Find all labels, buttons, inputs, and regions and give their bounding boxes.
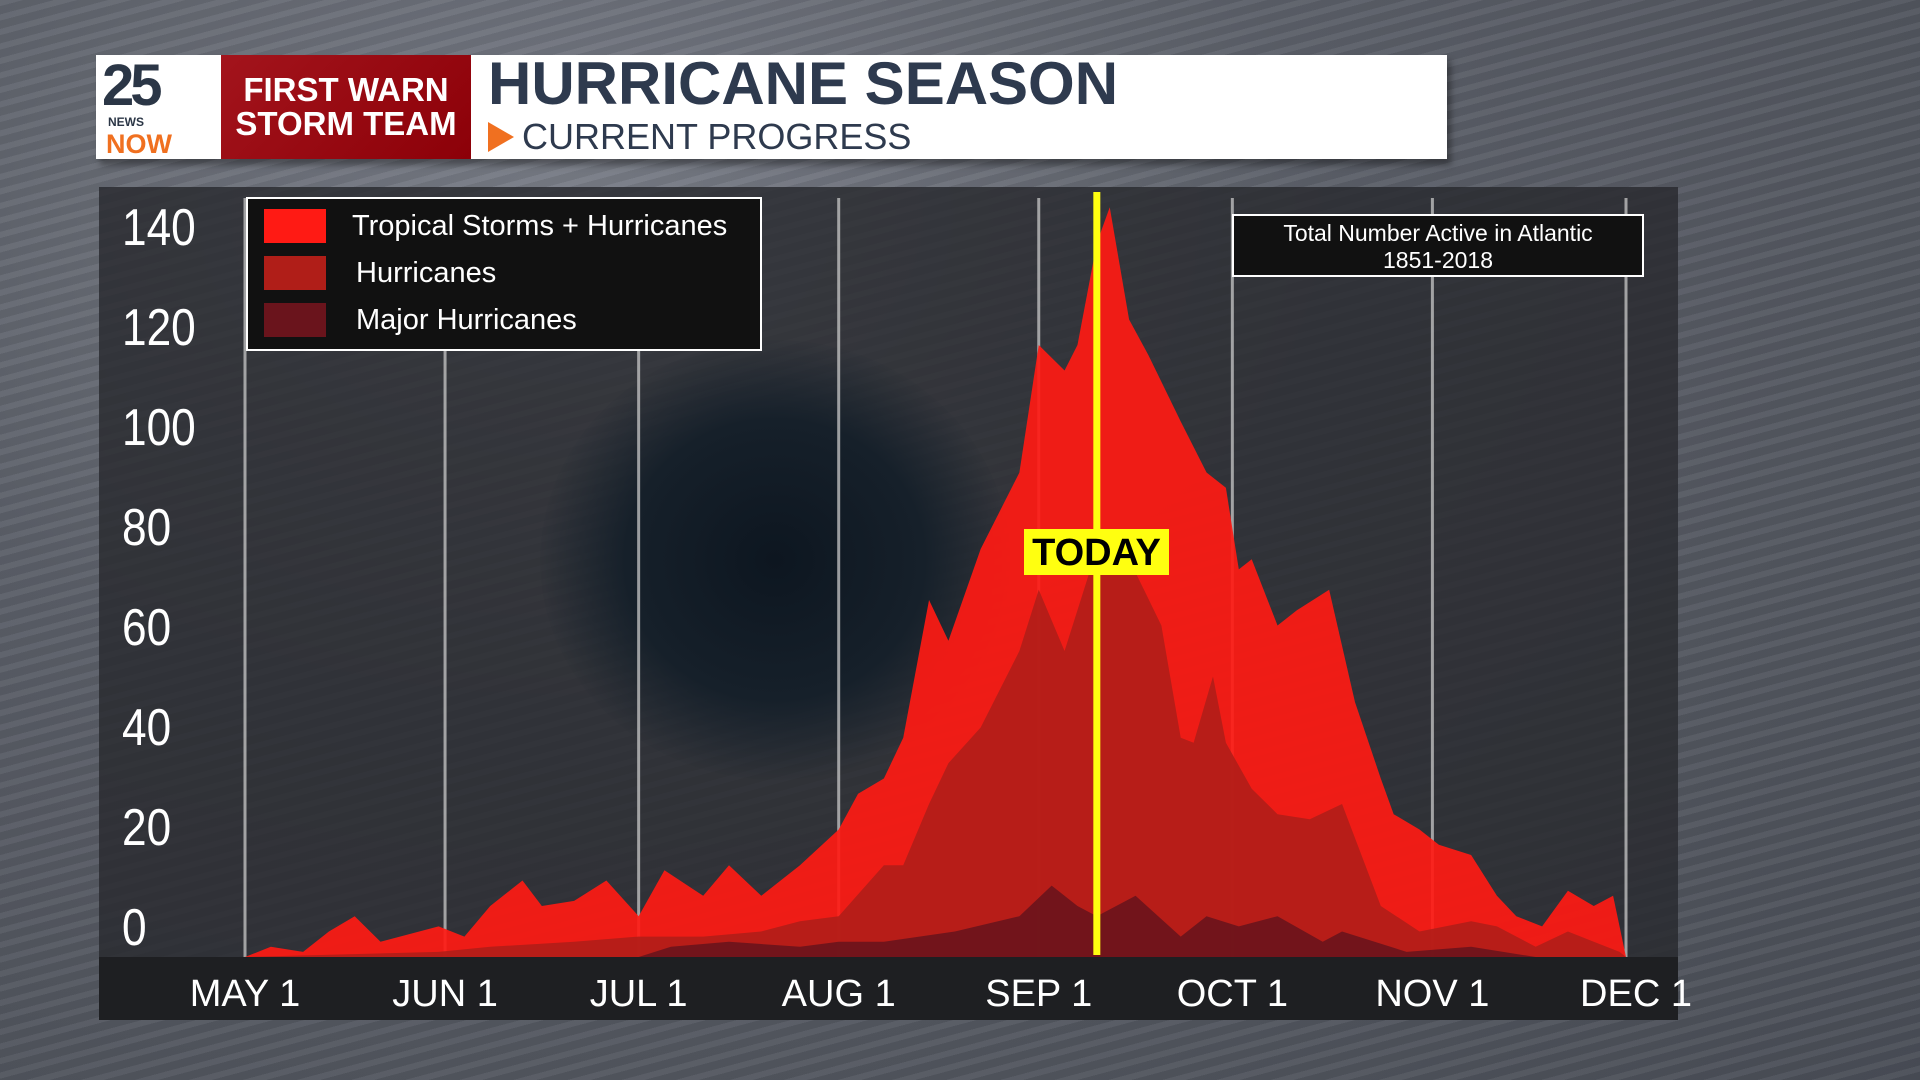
area-series-1 <box>245 207 1626 958</box>
title-banner: 25 NEWS NOW FIRST WARN STORM TEAM HURRIC… <box>96 50 1447 159</box>
y-tick-label: 60 <box>122 599 172 657</box>
y-tick-label: 80 <box>122 499 172 557</box>
legend-item-hurricanes: Hurricanes <box>264 256 496 290</box>
legend-label: Major Hurricanes <box>356 304 577 336</box>
y-tick-label: 120 <box>122 299 196 357</box>
legend: Tropical Storms + Hurricanes Hurricanes … <box>246 197 762 351</box>
station-logo: 25 NEWS NOW <box>96 55 221 159</box>
x-tick-label: OCT 1 <box>1176 973 1288 1015</box>
x-tick-label: SEP 1 <box>985 973 1093 1015</box>
storm-team-badge: FIRST WARN STORM TEAM <box>221 55 471 159</box>
x-tick-label: NOV 1 <box>1375 973 1490 1015</box>
area-series-3 <box>245 885 1626 957</box>
x-axis-band <box>99 957 1678 1020</box>
legend-item-major: Major Hurricanes <box>264 303 577 337</box>
subtitle: CURRENT PROGRESS <box>488 117 911 157</box>
y-tick-label: 0 <box>122 899 147 957</box>
legend-label: Tropical Storms + Hurricanes <box>352 210 728 242</box>
logo-now: NOW <box>106 129 172 159</box>
legend-swatch <box>264 303 326 337</box>
team-line1: FIRST WARN <box>243 71 449 108</box>
x-tick-label: MAY 1 <box>189 973 301 1015</box>
legend-item-ts: Tropical Storms + Hurricanes <box>264 209 727 243</box>
chart-subtitle: 1851-2018 <box>1383 247 1493 273</box>
logo-number: 25 <box>102 55 162 118</box>
page-title: HURRICANE SEASON <box>488 50 1119 117</box>
area-series-2 <box>245 549 1626 957</box>
legend-swatch <box>264 256 326 290</box>
legend-label: Hurricanes <box>356 257 497 289</box>
chart-title: Total Number Active in Atlantic <box>1283 220 1593 246</box>
logo-news: NEWS <box>108 115 144 129</box>
x-tick-label: AUG 1 <box>781 973 896 1015</box>
y-tick-label: 20 <box>122 799 172 857</box>
chart-title-box: Total Number Active in Atlantic 1851-201… <box>1232 214 1644 277</box>
x-tick-label: JUN 1 <box>392 973 498 1015</box>
legend-swatch <box>264 209 326 243</box>
today-label: TODAY <box>1024 529 1169 575</box>
x-tick-label: DEC 1 <box>1580 973 1692 1015</box>
x-tick-label: JUL 1 <box>589 973 688 1015</box>
team-line2: STORM TEAM <box>235 105 457 142</box>
y-tick-label: 100 <box>122 399 196 457</box>
y-tick-label: 40 <box>122 699 172 757</box>
y-tick-label: 140 <box>122 199 196 257</box>
subtitle-text: CURRENT PROGRESS <box>522 116 912 157</box>
play-triangle-icon <box>488 122 514 152</box>
